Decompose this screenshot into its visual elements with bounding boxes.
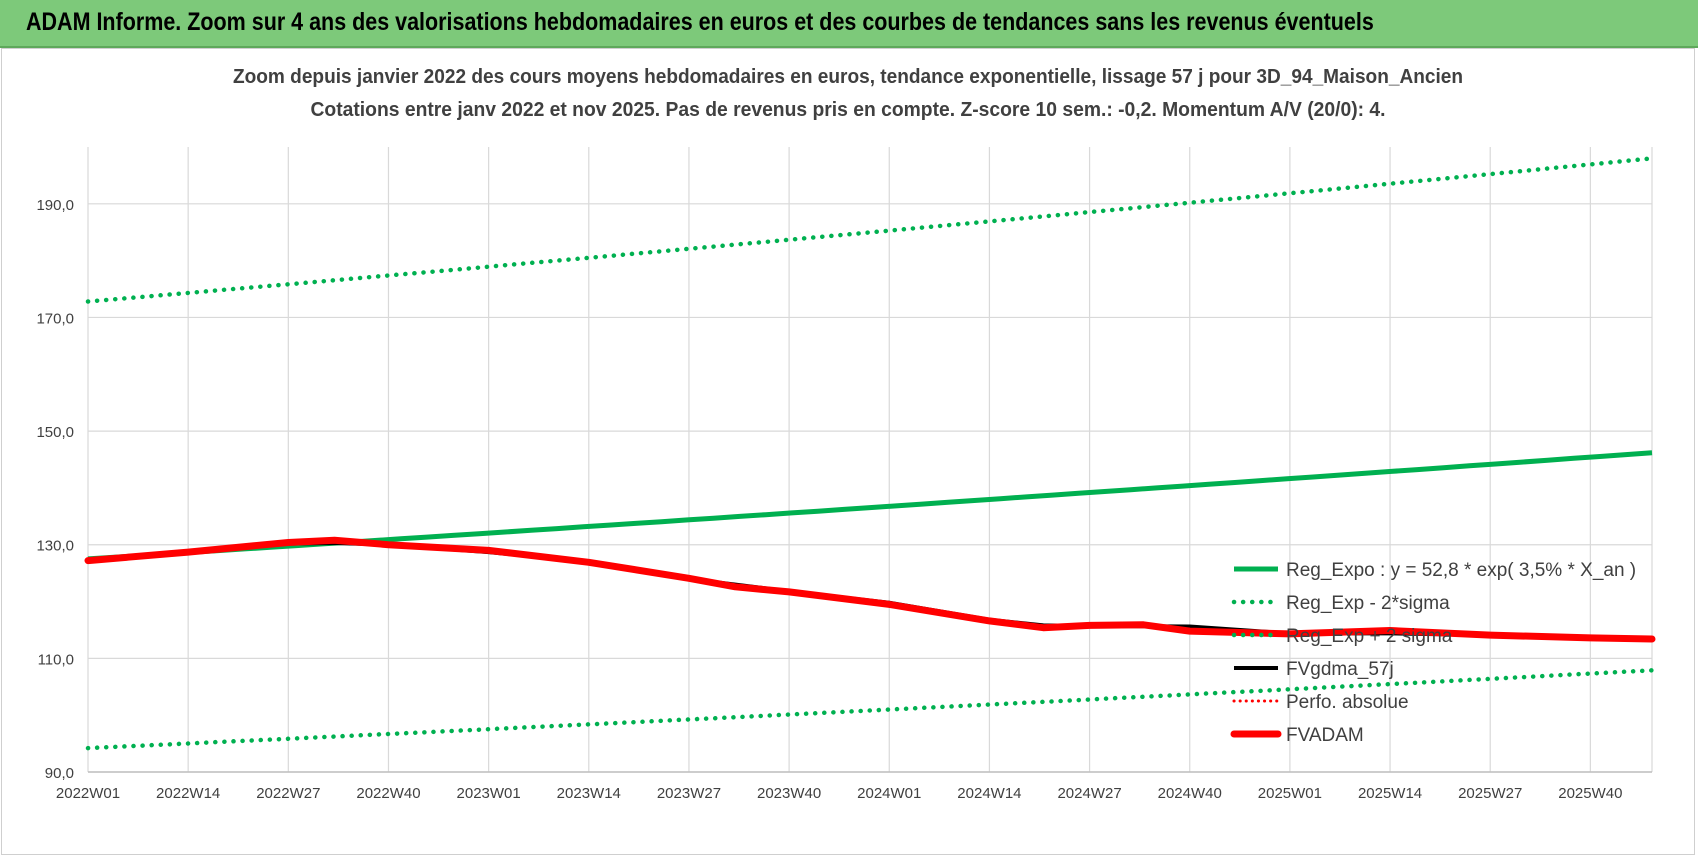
chart-subtitle: Cotations entre janv 2022 et nov 2025. P… <box>311 99 1386 121</box>
chart-titles: Zoom depuis janvier 2022 des cours moyen… <box>233 66 1463 121</box>
report-banner-title: ADAM Informe. Zoom sur 4 ans des valoris… <box>26 8 1374 36</box>
x-tick-label: 2022W27 <box>256 785 320 802</box>
x-tick-label: 2024W27 <box>1057 785 1121 802</box>
x-tick-label: 2024W40 <box>1158 785 1222 802</box>
x-tick-label: 2025W14 <box>1358 785 1422 802</box>
series-line-fvadam <box>84 536 1656 643</box>
y-tick-label: 190,0 <box>36 197 74 214</box>
x-tick-label: 2022W40 <box>356 785 420 802</box>
x-tick-label: 2023W40 <box>757 785 821 802</box>
legend-label: Reg_Exp - 2*sigma <box>1286 593 1450 614</box>
legend-label: FVgdma_57j <box>1286 659 1394 680</box>
y-tick-label: 150,0 <box>36 424 74 441</box>
y-tick-label: 90,0 <box>45 765 74 782</box>
chart-frame: Zoom depuis janvier 2022 des cours moyen… <box>1 48 1695 855</box>
legend-label: Reg_Expo : y = 52,8 * exp( 3,5% * X_an ) <box>1286 560 1636 581</box>
legend-label: Perfo. absolue <box>1286 692 1409 713</box>
series-line-reg-exp-2-sigma <box>85 668 1655 751</box>
x-tick-label: 2023W27 <box>657 785 721 802</box>
y-tick-label: 110,0 <box>38 651 74 668</box>
chart-title: Zoom depuis janvier 2022 des cours moyen… <box>233 66 1463 88</box>
x-tick-label: 2023W01 <box>457 785 521 802</box>
report-banner: ADAM Informe. Zoom sur 4 ans des valoris… <box>0 0 1698 48</box>
series-layer <box>84 156 1656 751</box>
series-line-fvgdma-57j <box>87 540 1653 641</box>
x-tick-label: 2024W14 <box>957 785 1021 802</box>
legend-label: Reg_Exp + 2 sigma <box>1286 626 1453 647</box>
x-tick-label: 2025W40 <box>1558 785 1622 802</box>
y-tick-label: 130,0 <box>36 538 74 555</box>
y-tick-label: 170,0 <box>36 310 74 327</box>
gridlines <box>87 147 1653 773</box>
x-tick-label: 2023W14 <box>557 785 621 802</box>
legend-label: FVADAM <box>1286 725 1364 746</box>
legend: Reg_Expo : y = 52,8 * exp( 3,5% * X_an )… <box>1230 560 1636 746</box>
x-tick-label: 2024W01 <box>857 785 921 802</box>
series-line-reg-exp-2-sigma <box>85 156 1655 304</box>
chart-svg: Zoom depuis janvier 2022 des cours moyen… <box>36 66 1656 802</box>
y-axis-ticks: 90,0 110,0 130,0 150,0 170,0 190,0 <box>36 197 74 782</box>
x-tick-label: 2022W14 <box>156 785 220 802</box>
x-tick-label: 2022W01 <box>56 785 120 802</box>
x-tick-label: 2025W27 <box>1458 785 1522 802</box>
x-tick-label: 2025W01 <box>1258 785 1322 802</box>
x-axis-ticks: 2022W01 2022W14 2022W27 2022W40 2023W01 2023W… <box>56 785 1623 802</box>
